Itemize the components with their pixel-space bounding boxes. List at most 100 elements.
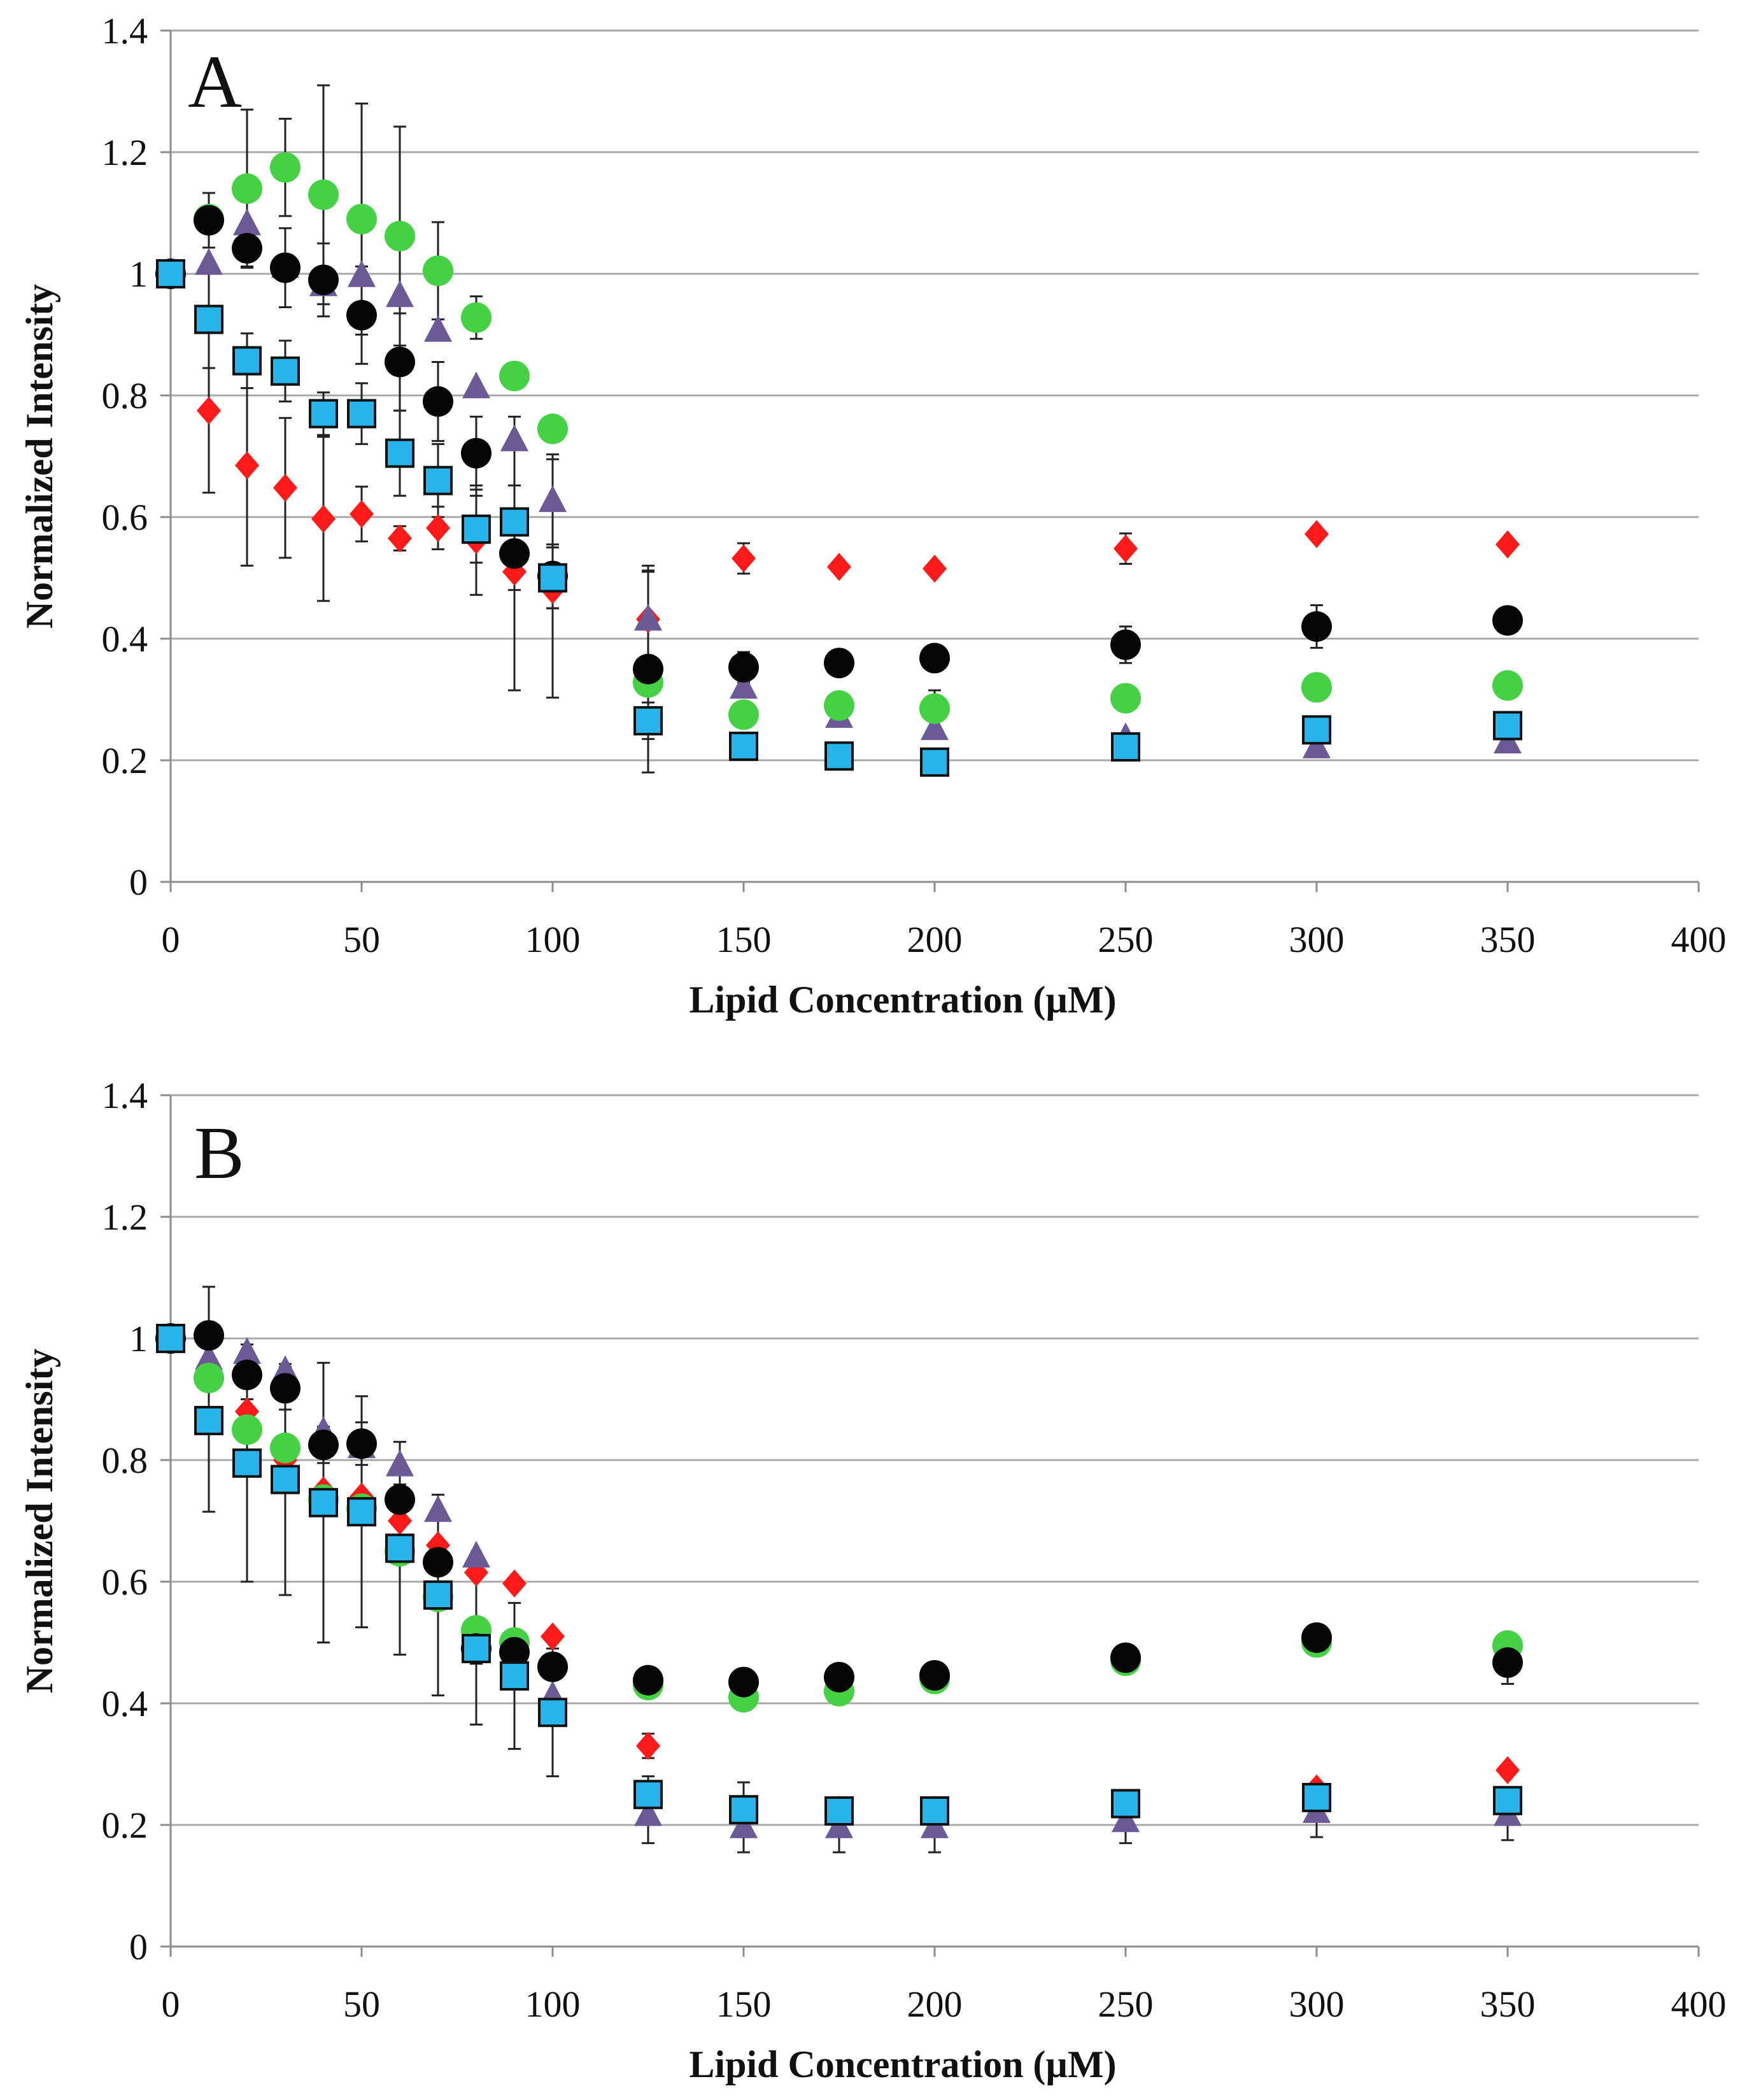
data-point-blue-square [824,1796,854,1826]
data-point-black-circle [1110,1642,1141,1673]
y-tick-label: 0.2 [102,1805,148,1846]
data-point-red-diamond [502,1569,527,1598]
data-point-purple-triangle [195,248,223,275]
data-point-green-circle [728,699,759,730]
data-point-purple-triangle [233,208,261,236]
data-point-purple-triangle [1303,731,1331,758]
data-point-green-circle [537,413,568,444]
data-point-red-diamond [541,1622,565,1650]
data-point-blue-square [462,514,491,544]
x-tick-label: 250 [1098,1983,1154,2025]
data-point-black-circle [194,1320,224,1351]
x-tick-label: 300 [1289,1983,1345,2025]
y-tick-label: 0.6 [102,497,148,538]
x-tick-label: 0 [162,919,180,960]
x-tick-label: 50 [343,919,380,960]
data-point-green-circle [1110,683,1141,714]
data-point-black-circle [194,204,224,236]
data-point-black-circle [308,264,339,295]
data-point-green-circle [1492,670,1523,701]
data-point-blue-square [1111,1789,1140,1819]
data-point-blue-square [920,747,949,777]
data-point-blue-square [1302,1783,1331,1813]
panel-a: 0 0.2 0.4 0.6 0.8 1 1.2 1.4 0 50 100 150 200 250 300 35… [18,10,1727,1021]
data-point-black-circle [919,642,950,674]
data-point-black-circle [423,386,453,417]
x-axis-title: Lipid Concentration (µM) [689,979,1116,1021]
data-point-purple-triangle [634,604,662,631]
series-red-diamond [159,1324,1520,1824]
panel-letter: A [188,40,242,124]
data-point-blue-square [309,399,338,429]
data-point-red-diamond [636,1731,660,1760]
data-point-black-circle [728,1666,759,1698]
data-point-blue-square [194,304,223,334]
data-point-blue-square [271,1465,300,1494]
data-point-black-circle [232,232,262,264]
x-tick-label: 100 [525,919,581,960]
data-point-red-diamond [273,474,297,502]
y-tick-label: 0.2 [102,740,148,781]
data-point-black-circle [1110,629,1141,660]
data-point-purple-triangle [921,713,949,741]
data-point-green-circle [919,693,950,724]
data-point-red-diamond [1114,534,1138,563]
data-point-red-diamond [1305,520,1329,548]
data-point-red-diamond [350,500,374,529]
x-tick-label: 400 [1671,1983,1727,2025]
data-point-red-diamond [388,1507,412,1535]
data-point-red-diamond [426,514,450,543]
data-point-blue-square [309,1487,338,1517]
data-point-blue-square [500,1661,529,1691]
series-blue-square [156,1324,1522,1826]
series-green-circle [155,152,1523,730]
data-point-purple-triangle [195,1343,223,1370]
y-tick-label: 0.8 [102,375,148,416]
data-point-black-circle [270,1373,301,1404]
data-point-purple-triangle [424,1495,452,1522]
data-point-black-circle [633,653,663,685]
data-point-black-circle [385,346,415,378]
data-point-purple-triangle [500,424,528,451]
data-point-black-circle [423,1547,453,1578]
y-tick-label: 0.4 [102,618,148,660]
data-point-green-circle [385,220,415,252]
data-point-blue-square [500,507,529,537]
y-tick-label: 1.2 [102,1196,148,1238]
data-point-red-diamond [827,553,851,581]
data-point-green-circle [232,173,262,204]
data-point-red-diamond [235,451,259,479]
data-point-black-circle [919,1660,950,1691]
data-point-blue-square [385,438,414,468]
data-point-red-diamond [311,504,336,533]
data-point-blue-square [633,706,663,735]
data-point-blue-square [194,1405,223,1435]
data-point-purple-triangle [730,1811,758,1838]
data-point-blue-square [1302,715,1331,745]
data-point-black-circle [633,1664,663,1696]
y-tick-label: 1.2 [102,132,148,173]
data-point-green-circle [270,152,301,183]
series-black-circle [155,1320,1523,1698]
data-point-black-circle [1301,1622,1332,1653]
data-point-black-circle [232,1359,262,1391]
y-axis-title: Normalized Intensity [18,1349,60,1694]
data-point-red-diamond [923,555,947,583]
series-blue-square [156,259,1522,777]
data-point-blue-square [423,465,453,495]
data-point-green-circle [1301,672,1332,703]
data-point-black-circle [308,1430,339,1461]
data-point-purple-triangle [730,672,758,699]
data-point-green-circle [461,302,492,333]
y-tick-label: 1.4 [102,10,148,52]
data-point-red-diamond [197,396,221,425]
data-point-red-diamond [1496,530,1520,558]
data-point-blue-square [633,1780,663,1810]
data-point-purple-triangle [348,260,376,287]
data-point-black-circle [270,252,301,283]
y-tick-label: 0.8 [102,1440,148,1481]
data-point-red-diamond [732,544,756,572]
data-point-blue-square [385,1533,414,1563]
y-tick-label: 0.4 [102,1683,148,1724]
